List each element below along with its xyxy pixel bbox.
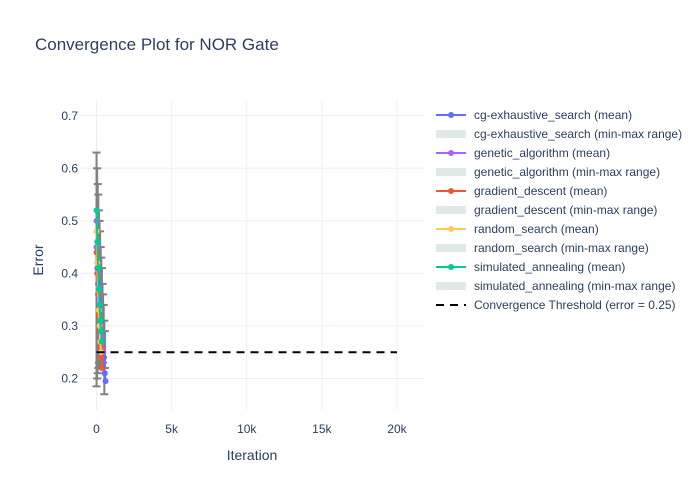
legend-swatch-marker xyxy=(448,150,454,156)
data-point xyxy=(98,338,105,345)
legend-swatch-marker xyxy=(448,188,454,194)
x-tick-label: 0 xyxy=(93,422,100,436)
y-tick-label: 0.3 xyxy=(61,319,78,333)
data-point xyxy=(94,238,101,245)
x-tick-label: 10k xyxy=(237,422,257,436)
legend-label: random_search (mean) xyxy=(474,222,599,236)
data-point xyxy=(93,207,100,214)
y-axis-ticks: 0.2 0.3 0.4 0.5 0.6 0.7 xyxy=(61,109,78,386)
data-point xyxy=(98,328,105,335)
x-tick-label: 20k xyxy=(387,422,407,436)
y-axis-title: Error xyxy=(30,244,46,275)
data-point xyxy=(95,286,102,293)
x-axis-title: Iteration xyxy=(227,447,278,463)
x-tick-label: 5k xyxy=(165,422,179,436)
data-point xyxy=(98,364,105,371)
data-point xyxy=(95,265,102,272)
x-tick-label: 15k xyxy=(312,422,332,436)
grid xyxy=(80,100,424,410)
legend-swatch-band xyxy=(436,244,466,252)
legend: cg-exhaustive_search (mean) cg-exhaustive… xyxy=(436,108,682,312)
data-point xyxy=(96,301,103,308)
legend-label: simulated_annealing (min-max range) xyxy=(474,279,675,293)
legend-swatch-band xyxy=(436,130,466,138)
y-tick-label: 0.4 xyxy=(61,266,78,280)
legend-label: simulated_annealing (mean) xyxy=(474,260,625,274)
legend-label: gradient_descent (min-max range) xyxy=(474,203,657,217)
legend-swatch-band xyxy=(436,282,466,290)
legend-label: cg-exhaustive_search (min-max range) xyxy=(474,127,682,141)
data-point xyxy=(98,354,105,361)
legend-swatch-marker xyxy=(448,264,454,270)
y-tick-label: 0.7 xyxy=(61,109,78,123)
data-point xyxy=(102,378,109,385)
legend-label: genetic_algorithm (mean) xyxy=(474,146,610,160)
y-tick-label: 0.2 xyxy=(61,371,78,385)
legend-swatch-band xyxy=(436,168,466,176)
legend-swatch-marker xyxy=(448,226,454,232)
chart-title: Convergence Plot for NOR Gate xyxy=(35,35,279,54)
legend-swatch-band xyxy=(436,206,466,214)
legend-label: genetic_algorithm (min-max range) xyxy=(474,165,660,179)
y-tick-label: 0.6 xyxy=(61,161,78,175)
data-point xyxy=(101,370,108,377)
mean-lines xyxy=(93,207,109,385)
legend-label: cg-exhaustive_search (mean) xyxy=(474,108,632,122)
data-point xyxy=(97,317,104,324)
legend-label: gradient_descent (mean) xyxy=(474,184,607,198)
legend-label: Convergence Threshold (error = 0.25) xyxy=(474,298,676,312)
legend-label: random_search (min-max range) xyxy=(474,241,649,255)
y-tick-label: 0.5 xyxy=(61,214,78,228)
legend-swatch-marker xyxy=(448,112,454,118)
x-axis-ticks: 0 5k 10k 15k 20k xyxy=(93,422,407,436)
